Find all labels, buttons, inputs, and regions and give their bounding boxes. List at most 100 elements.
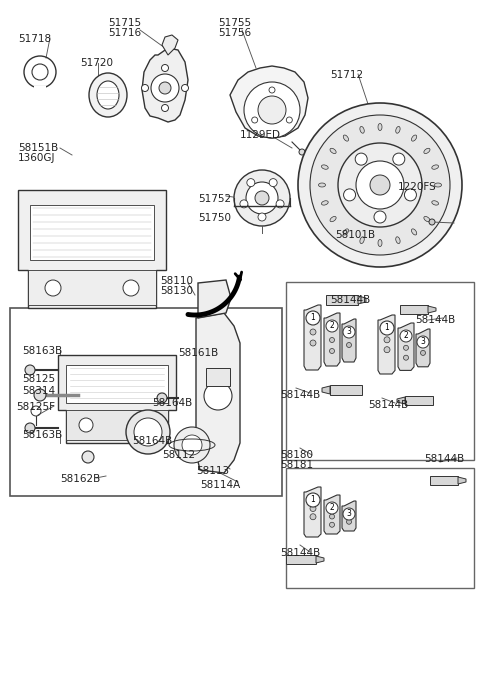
Circle shape [356, 161, 404, 209]
Ellipse shape [319, 183, 325, 187]
Polygon shape [416, 329, 430, 367]
Circle shape [329, 337, 335, 343]
Circle shape [374, 211, 386, 223]
Polygon shape [196, 313, 240, 473]
Ellipse shape [432, 201, 439, 205]
Polygon shape [316, 556, 324, 563]
Text: 3: 3 [420, 337, 425, 347]
Ellipse shape [330, 217, 336, 221]
Circle shape [344, 189, 356, 201]
Circle shape [384, 336, 390, 343]
Text: 58180: 58180 [280, 450, 313, 460]
Polygon shape [398, 323, 414, 370]
Circle shape [347, 520, 351, 524]
Ellipse shape [411, 229, 417, 235]
Text: 3: 3 [347, 328, 351, 336]
Circle shape [141, 418, 155, 432]
Text: 58114A: 58114A [200, 480, 240, 490]
Ellipse shape [360, 237, 364, 244]
Circle shape [34, 389, 46, 401]
Circle shape [326, 320, 338, 332]
Text: 51750: 51750 [198, 213, 231, 223]
Polygon shape [324, 313, 340, 366]
Circle shape [151, 74, 179, 102]
Circle shape [420, 351, 425, 355]
Polygon shape [58, 355, 176, 443]
Polygon shape [342, 501, 356, 531]
Circle shape [79, 418, 93, 432]
Circle shape [157, 393, 167, 403]
Circle shape [240, 200, 248, 208]
Circle shape [347, 332, 351, 337]
Text: 58144B: 58144B [424, 454, 464, 464]
Polygon shape [322, 386, 330, 394]
Bar [286, 555, 316, 564]
Text: 58113: 58113 [196, 466, 229, 476]
Polygon shape [342, 319, 356, 362]
Circle shape [258, 96, 286, 124]
Circle shape [255, 191, 269, 205]
Bar [330, 385, 362, 395]
Bar [326, 295, 358, 305]
Text: 51756: 51756 [218, 28, 251, 38]
Text: 58151B: 58151B [18, 143, 58, 153]
Text: 58163B: 58163B [22, 430, 62, 440]
Bar [66, 365, 168, 403]
Circle shape [25, 423, 35, 433]
Circle shape [417, 336, 429, 348]
Text: 58314: 58314 [22, 386, 55, 396]
Circle shape [142, 85, 148, 92]
Circle shape [298, 103, 462, 267]
Circle shape [310, 115, 450, 255]
Polygon shape [397, 397, 405, 404]
Text: 58144B: 58144B [415, 315, 455, 325]
Ellipse shape [396, 237, 400, 244]
Circle shape [161, 104, 168, 112]
Circle shape [310, 340, 316, 346]
Text: 51755: 51755 [218, 18, 251, 28]
Text: 58163B: 58163B [22, 346, 62, 356]
Ellipse shape [432, 165, 439, 170]
Circle shape [429, 219, 435, 225]
Circle shape [310, 497, 316, 503]
Circle shape [310, 329, 316, 335]
Circle shape [252, 117, 258, 123]
Circle shape [45, 280, 61, 296]
Polygon shape [428, 306, 436, 313]
Text: 1: 1 [384, 324, 389, 332]
Circle shape [404, 345, 408, 351]
Ellipse shape [89, 73, 127, 117]
Text: 58101B: 58101B [335, 230, 375, 240]
Polygon shape [304, 305, 321, 370]
Circle shape [343, 326, 355, 338]
Circle shape [234, 170, 290, 226]
Ellipse shape [424, 217, 430, 221]
Circle shape [310, 318, 316, 324]
Polygon shape [162, 35, 178, 55]
Circle shape [420, 341, 425, 346]
Ellipse shape [378, 124, 382, 131]
Ellipse shape [411, 135, 417, 141]
Text: 58144B: 58144B [368, 400, 408, 410]
Text: 1: 1 [311, 495, 315, 505]
Circle shape [329, 349, 335, 353]
Ellipse shape [97, 81, 119, 109]
Text: 58130: 58130 [160, 286, 193, 296]
Circle shape [25, 365, 35, 375]
Bar [34, 86, 46, 91]
Text: 2: 2 [404, 332, 408, 341]
Ellipse shape [434, 183, 442, 187]
Circle shape [393, 153, 405, 165]
Circle shape [343, 508, 355, 520]
Circle shape [329, 514, 335, 519]
Text: 1220FS: 1220FS [398, 182, 437, 192]
Ellipse shape [343, 229, 348, 235]
Polygon shape [304, 487, 321, 537]
Circle shape [82, 451, 94, 463]
Circle shape [269, 178, 277, 186]
Ellipse shape [378, 240, 382, 246]
Text: 58181: 58181 [280, 460, 313, 470]
Bar [10, 308, 282, 496]
Circle shape [134, 418, 162, 446]
Polygon shape [18, 190, 166, 308]
